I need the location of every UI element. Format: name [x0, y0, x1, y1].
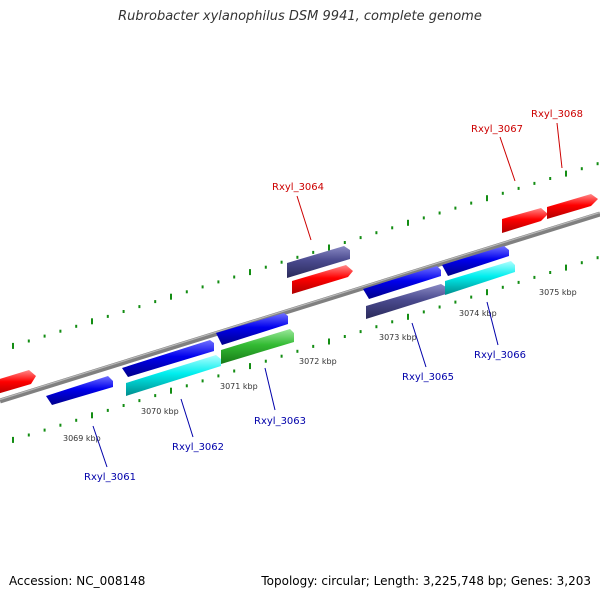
gene-rxyl-3063-blue[interactable] — [216, 313, 288, 345]
scale-label-3070: 3070 kbp — [141, 407, 179, 416]
gene-rxyl-3064[interactable] — [292, 265, 353, 294]
upper-tick-row — [12, 162, 599, 349]
leader-rxyl-3066 — [486, 301, 499, 346]
gene-label-rxyl-3066[interactable]: Rxyl_3066 — [474, 350, 526, 361]
gene-rxyl-3066-blue[interactable] — [442, 246, 509, 276]
gene-label-rxyl-3065[interactable]: Rxyl_3065 — [402, 372, 454, 383]
gene-rxyl-3062-blue[interactable] — [122, 340, 214, 377]
leader-rxyl-3067 — [499, 136, 516, 182]
genome-backbone-highlight — [0, 211, 600, 401]
gene-label-rxyl-3067[interactable]: Rxyl_3067 — [471, 124, 523, 135]
accession-text: Accession: NC_008148 — [9, 574, 146, 588]
gene-label-rxyl-3062[interactable]: Rxyl_3062 — [172, 442, 224, 453]
gene-rxyl-3064-purple[interactable] — [287, 246, 350, 278]
gene-rxyl-3066[interactable] — [445, 261, 515, 295]
leader-rxyl-3063 — [264, 367, 276, 411]
gene-rxyl-3065-blue[interactable] — [363, 266, 441, 299]
leader-rxyl-3062 — [180, 398, 194, 438]
scale-label-3073: 3073 kbp — [379, 333, 417, 342]
scale-label-3072: 3072 kbp — [299, 357, 337, 366]
scale-label-3069: 3069 kbp — [63, 434, 101, 443]
lower-tick-row — [12, 256, 599, 443]
leader-rxyl-3061 — [92, 425, 108, 468]
leader-rxyl-3068 — [556, 122, 563, 169]
scale-label-3071: 3071 kbp — [220, 382, 258, 391]
map-title: Rubrobacter xylanophilus DSM 9941, compl… — [118, 9, 482, 24]
gene-label-rxyl-3068[interactable]: Rxyl_3068 — [531, 109, 583, 120]
gene-red-left-edge[interactable] — [0, 370, 36, 396]
scale-label-3075: 3075 kbp — [539, 288, 577, 297]
gene-rxyl-3065[interactable] — [366, 284, 446, 319]
gene-rxyl-3067[interactable] — [502, 208, 548, 233]
scale-label-3074: 3074 kbp — [459, 309, 497, 318]
gene-rxyl-3063[interactable] — [221, 329, 294, 364]
gene-label-rxyl-3061[interactable]: Rxyl_3061 — [84, 472, 136, 483]
gene-label-rxyl-3063[interactable]: Rxyl_3063 — [254, 416, 306, 427]
gene-label-rxyl-3064[interactable]: Rxyl_3064 — [272, 182, 324, 193]
genome-summary-text: Topology: circular; Length: 3,225,748 bp… — [261, 574, 591, 588]
gene-rxyl-3068[interactable] — [547, 194, 598, 219]
gene-rxyl-3061[interactable] — [46, 376, 113, 405]
leader-rxyl-3064 — [296, 195, 312, 241]
genome-backbone — [0, 211, 600, 404]
gene-rxyl-3062[interactable] — [126, 355, 221, 396]
leader-rxyl-3065 — [411, 322, 427, 368]
